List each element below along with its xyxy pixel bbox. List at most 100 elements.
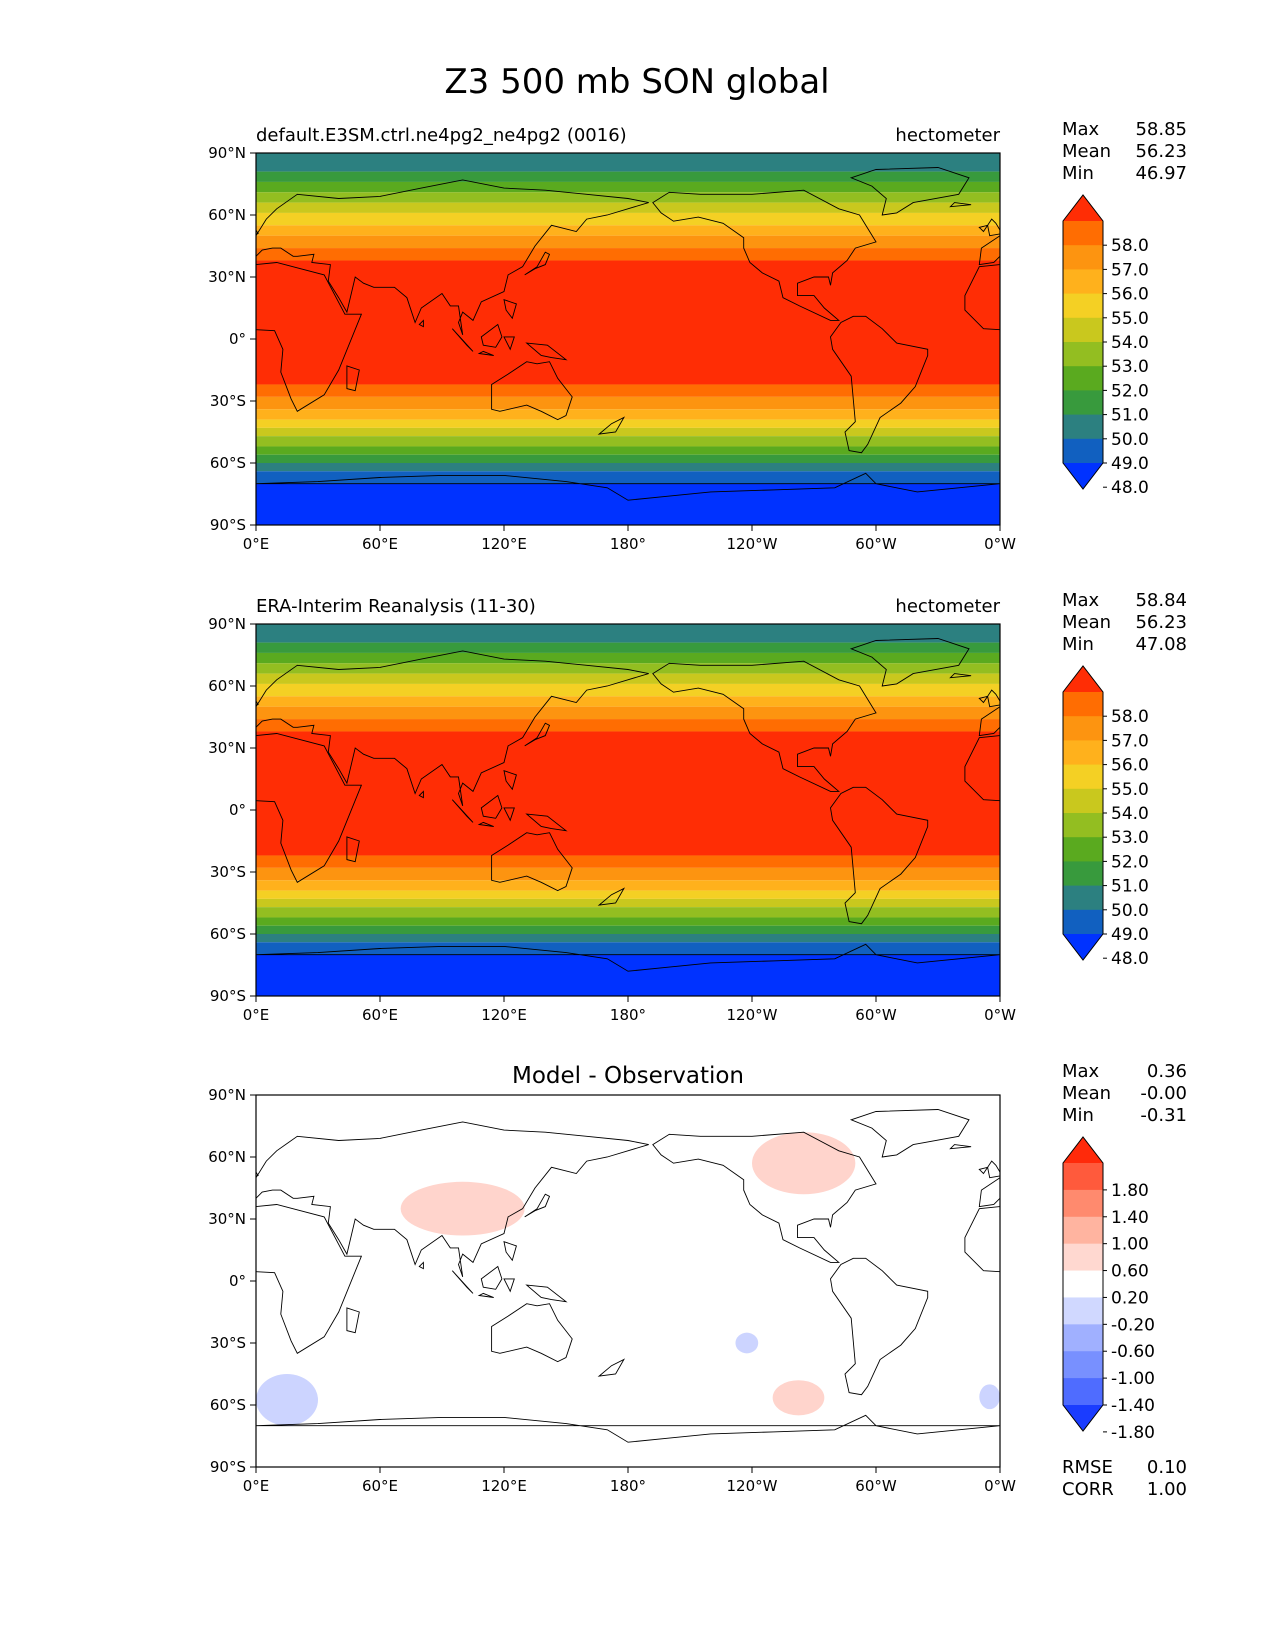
contour-band (256, 954, 1000, 996)
colorbar-level-label: 52.0 (1111, 381, 1149, 401)
coastline (491, 1303, 573, 1363)
contour-band (256, 225, 1000, 236)
y-tick-label: 90°N (208, 144, 246, 162)
x-tick-label: 60°E (362, 1006, 398, 1024)
colorbar: 1.80 1.40 1.00 0.60 0.20 -0.20 -0.60 -1.00 -1.40… (1062, 1136, 1155, 1443)
panel-units: hectometer (895, 596, 1000, 617)
coastline (830, 1257, 929, 1396)
coastline (480, 794, 503, 819)
coastline (978, 1166, 989, 1175)
coastline (491, 832, 573, 892)
colorbar-segment (1063, 1297, 1103, 1325)
coastline (256, 262, 363, 412)
y-tick-label: 90°N (208, 615, 246, 633)
coastline (256, 472, 1000, 501)
coastline (346, 1307, 360, 1334)
colorbar-level-label: 1.00 (1111, 1235, 1149, 1255)
colorbar-segment (1063, 438, 1103, 464)
colorbar-segment (1063, 1189, 1103, 1218)
contour-band (256, 855, 1000, 868)
coastline (978, 695, 989, 704)
coastline (480, 1265, 503, 1290)
coastline (525, 813, 568, 832)
colorbar-level-label: 50.0 (1111, 901, 1149, 921)
colorbar-extend-min (1063, 463, 1103, 489)
stat-label: CORR (1062, 1479, 1114, 1500)
stat-value: 46.97 (1135, 163, 1187, 184)
colorbar-level-label: 48.0 (1111, 949, 1149, 969)
positive-anomaly-region (772, 1380, 825, 1416)
coastlines (256, 167, 1000, 501)
colorbar-segment (1063, 317, 1103, 343)
colorbar-extend-min (1063, 934, 1103, 960)
x-tick-label: 0°W (984, 1477, 1016, 1495)
coastline (830, 315, 929, 454)
x-tick-label: 0°W (984, 1006, 1016, 1024)
y-tick-label: 0° (229, 1272, 246, 1290)
coastline (477, 1292, 494, 1298)
x-tick-label: 120°W (727, 1006, 778, 1024)
colorbar-segment (1063, 740, 1103, 766)
coastline (256, 1121, 649, 1278)
coastline (256, 1414, 1000, 1443)
positive-anomaly-region (752, 1132, 856, 1195)
contour-band (256, 419, 1000, 428)
coastline (652, 1131, 877, 1263)
colorbar-level-label: 58.0 (1111, 707, 1149, 727)
negative-anomaly-region (735, 1332, 759, 1354)
coastline (652, 189, 877, 321)
coastline (949, 1144, 972, 1150)
coastlines (256, 1109, 1000, 1443)
coastline (256, 943, 1000, 972)
y-tick-label: 30°S (210, 392, 246, 410)
x-tick-label: 0°E (243, 535, 270, 553)
contour-band (256, 731, 1000, 856)
x-tick-label: 60°W (855, 535, 897, 553)
contour-band (256, 181, 1000, 193)
x-tick-label: 180° (610, 535, 646, 553)
coastline (524, 251, 551, 276)
colorbar-level-label: 0.20 (1111, 1288, 1149, 1308)
coastline (477, 350, 494, 356)
contour-band (256, 934, 1000, 943)
contour-band (256, 396, 1000, 410)
coastline (346, 836, 360, 863)
contour-band (256, 880, 1000, 891)
coastline (503, 299, 517, 320)
stat-value: -0.31 (1140, 1105, 1187, 1126)
contour-band (256, 719, 1000, 732)
stat-label: Mean (1062, 1083, 1111, 1104)
contour-band (256, 446, 1000, 455)
contour-band (256, 260, 1000, 385)
contour-band (256, 192, 1000, 203)
colorbar-segment (1063, 366, 1103, 391)
colorbar-segment (1063, 1243, 1103, 1272)
coastline (597, 887, 626, 906)
coastline (524, 1193, 551, 1218)
colorbar-level-label: -0.60 (1111, 1342, 1155, 1362)
contour-band (256, 907, 1000, 918)
contour-band (256, 235, 1000, 249)
stat-label: Max (1062, 119, 1100, 140)
panel-title-left: ERA-Interim Reanalysis (11-30) (256, 596, 536, 617)
stat-label: Mean (1062, 141, 1111, 162)
colorbar-level-label: 57.0 (1111, 260, 1149, 280)
colorbar: 58.0 57.0 56.0 55.0 54.0 53.0 52.0 51.0 50.0 49.0… (1062, 665, 1149, 969)
x-tick-label: 0°E (243, 1477, 270, 1495)
y-tick-label: 60°S (210, 454, 246, 472)
colorbar-segment (1063, 390, 1103, 416)
y-tick-label: 60°S (210, 925, 246, 943)
coastline (849, 167, 970, 216)
contour-band (256, 427, 1000, 437)
colorbar-segment (1063, 692, 1103, 717)
contour-band (256, 925, 1000, 934)
contour-band (256, 171, 1000, 182)
colorbar-segment (1063, 861, 1103, 887)
y-tick-label: 0° (229, 330, 246, 348)
coastline (491, 361, 573, 421)
colorbar-level-label: 56.0 (1111, 285, 1149, 305)
y-tick-label: 60°N (208, 206, 246, 224)
coastline (503, 807, 515, 822)
colorbar-segment (1063, 764, 1103, 790)
